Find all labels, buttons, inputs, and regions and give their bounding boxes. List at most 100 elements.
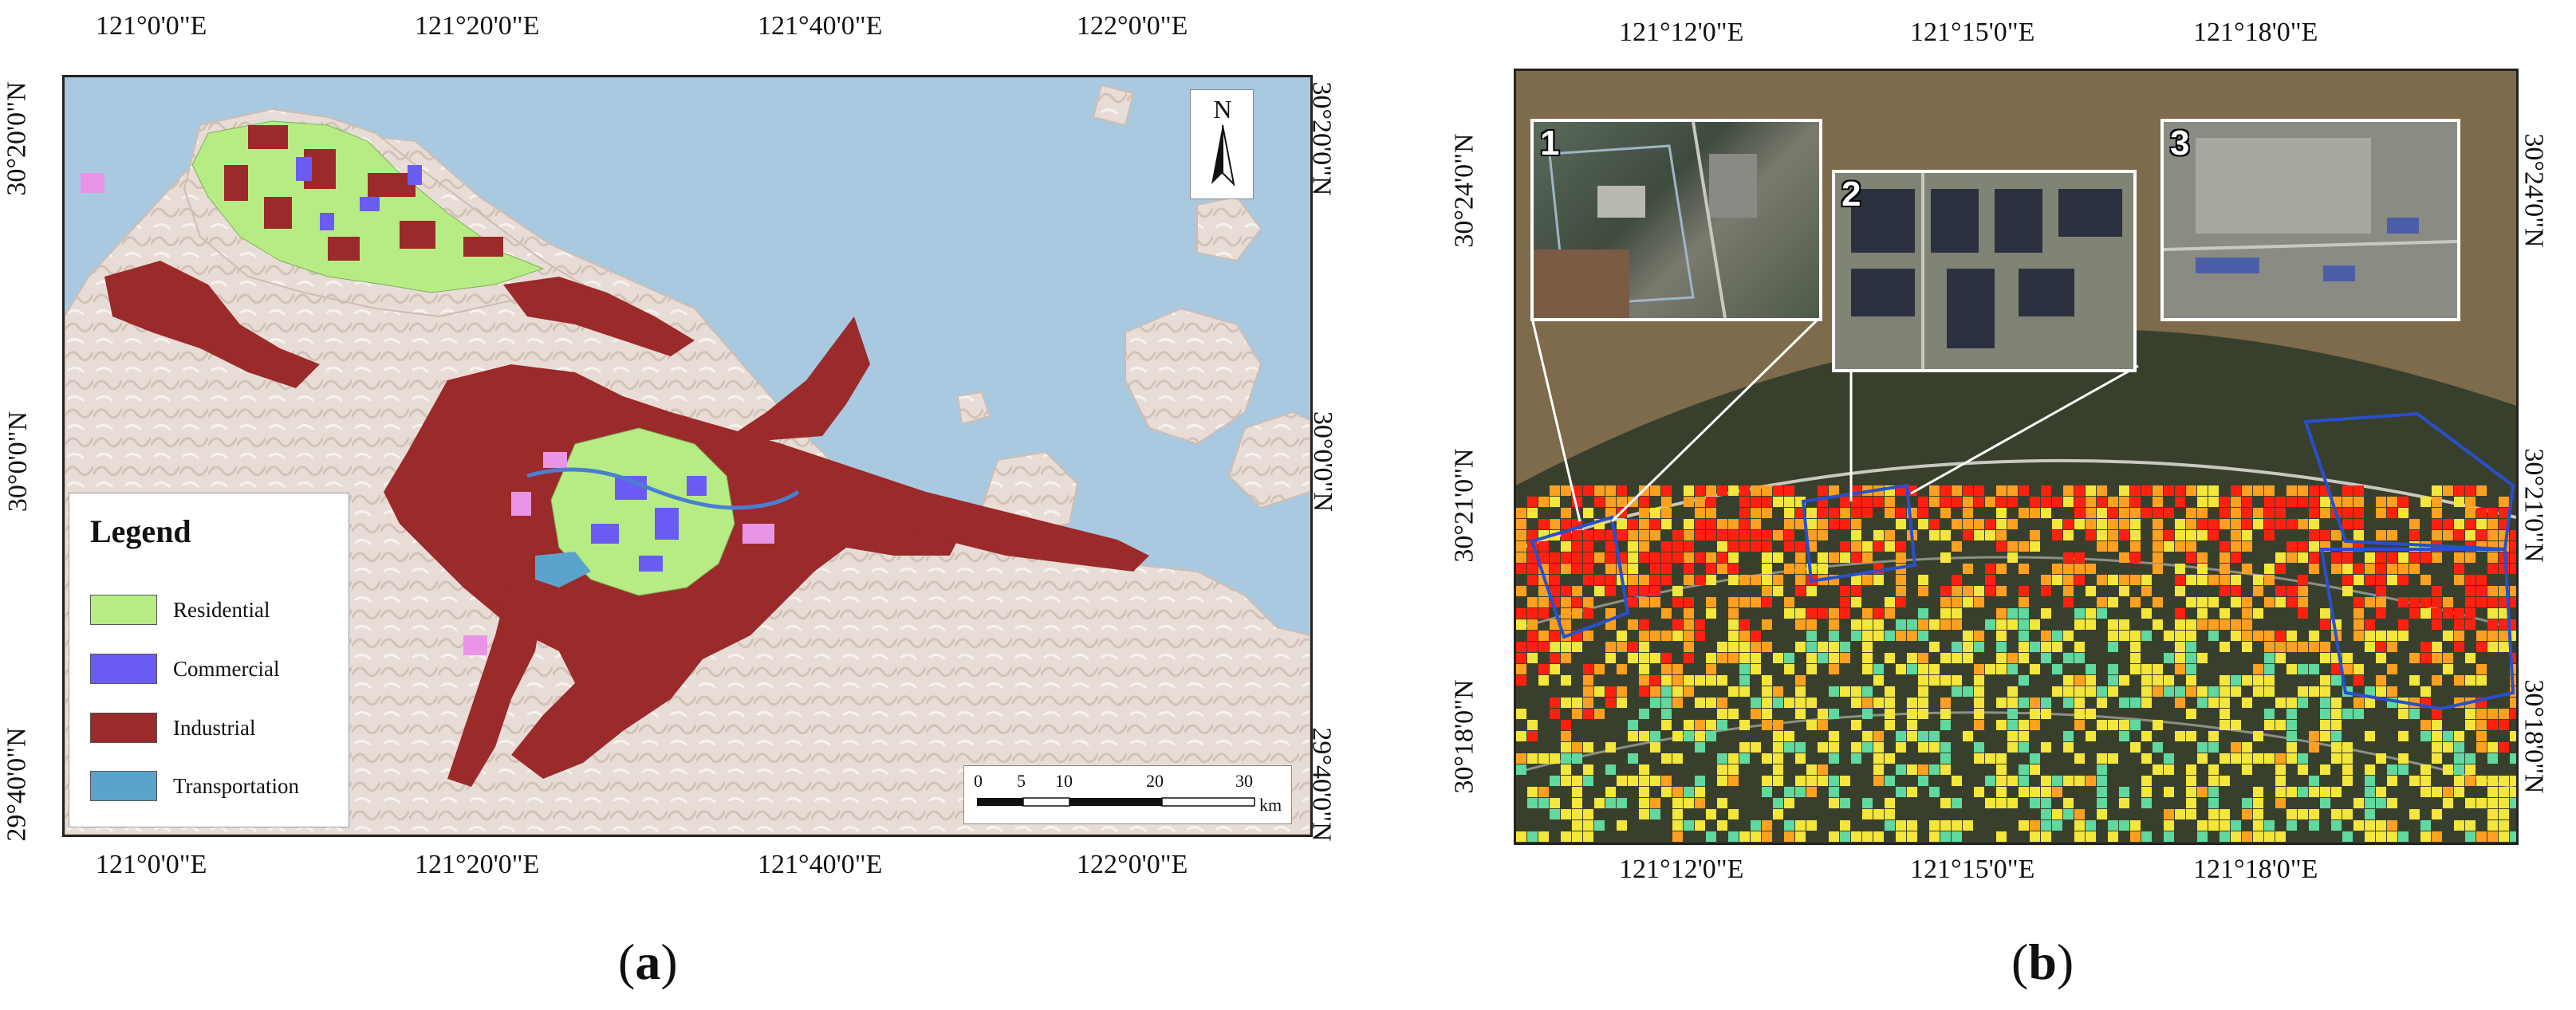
heat-cell bbox=[2353, 664, 2364, 674]
heat-cell bbox=[1550, 753, 1560, 764]
heat-cell bbox=[1840, 541, 1850, 552]
heat-cell bbox=[2320, 698, 2330, 708]
heat-cell bbox=[2499, 720, 2509, 730]
heat-cell bbox=[2510, 831, 2516, 842]
heat-cell bbox=[2097, 764, 2107, 775]
heat-cell bbox=[1873, 809, 1884, 819]
lon-label-top: 121°12'0"E bbox=[1619, 18, 1744, 47]
heat-cell bbox=[2487, 508, 2498, 518]
heat-cell bbox=[1918, 497, 1928, 507]
heat-cell bbox=[2041, 776, 2051, 786]
heat-cell bbox=[2097, 497, 2107, 507]
heat-cell bbox=[2487, 642, 2498, 652]
heat-cell bbox=[1806, 519, 1817, 529]
heat-cell bbox=[2175, 564, 2185, 574]
heat-cell bbox=[2465, 508, 2476, 518]
heat-cell bbox=[2454, 742, 2464, 753]
heat-cell bbox=[2298, 519, 2308, 529]
heat-cell bbox=[1639, 541, 1649, 552]
heat-cell bbox=[1918, 631, 1928, 641]
heat-cell bbox=[1952, 776, 1962, 786]
heat-cell bbox=[1974, 519, 1984, 529]
heat-cell bbox=[2041, 809, 2051, 819]
heat-cell bbox=[2108, 720, 2118, 730]
heat-cell bbox=[1806, 820, 1817, 831]
heat-cell bbox=[2086, 619, 2096, 630]
heat-cell bbox=[2242, 608, 2252, 619]
heat-cell bbox=[1739, 742, 1750, 753]
heat-cell bbox=[1661, 497, 1672, 507]
heat-cell bbox=[1628, 642, 1638, 652]
heat-cell bbox=[1985, 519, 1995, 529]
heat-cell bbox=[1639, 530, 1649, 540]
heat-cell bbox=[2320, 653, 2330, 663]
heat-cell bbox=[1784, 698, 1794, 708]
heat-cell bbox=[1661, 720, 1672, 730]
heat-cell bbox=[2231, 686, 2241, 697]
heat-cell bbox=[1907, 631, 1917, 641]
heat-cell bbox=[2365, 776, 2375, 786]
heat-cell bbox=[2432, 753, 2442, 764]
heat-cell bbox=[1873, 698, 1884, 708]
heat-cell bbox=[2074, 519, 2085, 529]
heat-cell bbox=[1885, 820, 1895, 831]
heat-cell bbox=[2275, 642, 2286, 652]
heat-cell bbox=[2108, 820, 2118, 831]
heat-cell bbox=[2141, 753, 2152, 764]
heat-cell bbox=[2365, 698, 2375, 708]
heat-cell bbox=[2208, 686, 2219, 697]
heat-cell bbox=[2409, 653, 2420, 663]
heat-cell bbox=[1862, 508, 1873, 518]
heat-cell bbox=[1985, 530, 1995, 540]
heat-cell bbox=[1929, 619, 1940, 630]
heat-cell bbox=[1996, 798, 2007, 808]
heat-cell bbox=[1550, 798, 1560, 808]
heat-cell bbox=[1795, 776, 1806, 786]
heat-cell bbox=[1572, 831, 1582, 842]
heat-cell bbox=[1561, 608, 1571, 619]
lon-label-bottom: 121°18'0"E bbox=[2193, 855, 2318, 884]
heat-cell bbox=[1572, 820, 1582, 831]
heat-cell bbox=[2275, 552, 2286, 563]
heat-cell bbox=[2153, 541, 2163, 552]
heat-cell bbox=[2342, 653, 2353, 663]
heat-cell bbox=[1952, 519, 1962, 529]
lat-label-left: 29°40'0"N bbox=[2, 727, 32, 842]
heat-cell bbox=[1773, 731, 1783, 741]
heat-cell bbox=[1784, 787, 1794, 797]
heat-cell bbox=[1996, 753, 2007, 764]
heat-cell bbox=[1617, 497, 1627, 507]
heat-cell bbox=[1706, 508, 1716, 518]
heat-cell bbox=[1896, 831, 1906, 842]
heat-cell bbox=[2231, 720, 2241, 730]
heat-cell bbox=[1762, 575, 1772, 585]
lat-label-left: 30°20'0"N bbox=[2, 81, 32, 196]
heat-cell bbox=[2208, 485, 2219, 496]
heat-cell bbox=[2264, 720, 2275, 730]
heat-cell bbox=[2220, 698, 2230, 708]
heat-cell bbox=[2499, 809, 2509, 819]
heat-cell bbox=[2264, 709, 2275, 719]
heat-cell bbox=[1985, 575, 1995, 585]
heat-cell bbox=[1940, 820, 1951, 831]
heat-cell bbox=[1572, 642, 1582, 652]
heat-cell bbox=[2487, 742, 2498, 753]
heat-cell bbox=[1728, 809, 1739, 819]
heat-cell bbox=[2063, 698, 2074, 708]
heat-cell bbox=[2186, 776, 2196, 786]
heat-cell bbox=[1639, 653, 1649, 663]
heat-cell bbox=[1940, 552, 1951, 563]
heat-cell bbox=[2420, 642, 2431, 652]
heat-cell bbox=[1896, 597, 1906, 607]
heat-cell bbox=[2454, 608, 2464, 619]
heat-cell bbox=[2130, 631, 2141, 641]
heat-cell bbox=[2286, 720, 2297, 730]
heat-cell bbox=[2353, 631, 2364, 641]
heat-cell bbox=[1650, 809, 1660, 819]
heat-cell bbox=[2499, 776, 2509, 786]
heat-cell bbox=[2253, 731, 2263, 741]
heat-cell bbox=[1739, 642, 1750, 652]
heat-cell bbox=[1572, 530, 1582, 540]
heat-cell bbox=[2309, 809, 2319, 819]
heat-cell bbox=[2275, 698, 2286, 708]
